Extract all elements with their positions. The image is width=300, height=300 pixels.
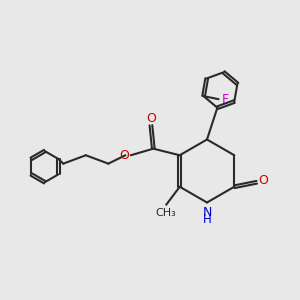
Text: CH₃: CH₃ [155,208,176,218]
Text: F: F [222,93,229,106]
Text: O: O [119,149,129,162]
Text: N: N [203,206,212,219]
Text: H: H [202,213,211,226]
Text: O: O [258,174,268,187]
Text: O: O [146,112,156,125]
